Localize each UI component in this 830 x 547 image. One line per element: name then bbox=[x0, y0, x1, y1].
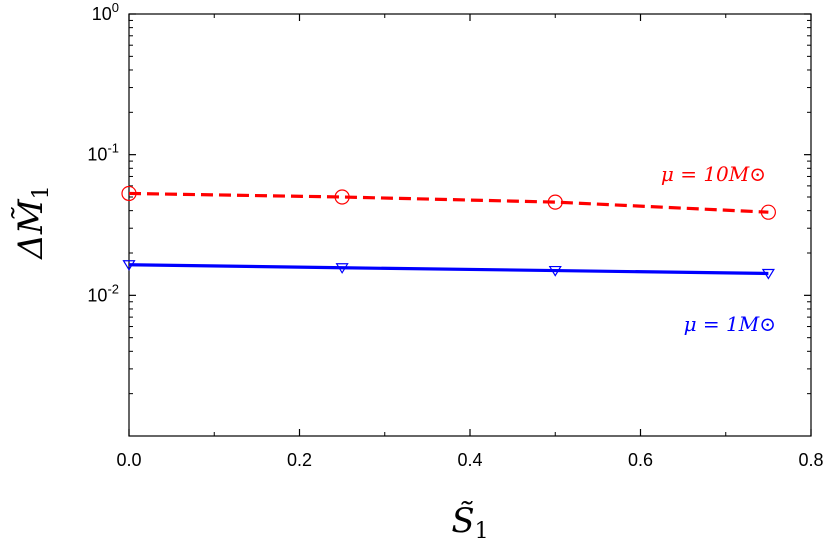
x-tick-label: 0.8 bbox=[798, 450, 823, 470]
data-point bbox=[547, 194, 563, 210]
data-point bbox=[334, 189, 350, 205]
series-line bbox=[128, 263, 769, 276]
x-tick-label: 0.6 bbox=[628, 450, 653, 470]
x-tick-label: 0.2 bbox=[287, 450, 312, 470]
data-point bbox=[761, 268, 775, 280]
x-tick-label: 0.4 bbox=[457, 450, 482, 470]
data-point bbox=[122, 260, 136, 271]
y-tick-label: 100 bbox=[92, 0, 119, 24]
series-label: μ = 1M⊙ bbox=[684, 312, 776, 336]
data-point bbox=[548, 265, 562, 277]
x-axis-title: S̃1 bbox=[451, 501, 488, 544]
y-tick-label: 10-1 bbox=[87, 141, 119, 165]
y-axis-title: ΔM̃1 bbox=[11, 185, 54, 260]
data-point bbox=[760, 204, 776, 220]
y-tick-label: 10-2 bbox=[87, 281, 119, 305]
data-point bbox=[335, 263, 349, 274]
series-line bbox=[128, 191, 769, 214]
series-label: μ = 10M⊙ bbox=[661, 162, 766, 186]
x-tick-label: 0.0 bbox=[116, 450, 141, 470]
plot-frame bbox=[128, 13, 812, 437]
data-point bbox=[121, 185, 137, 202]
